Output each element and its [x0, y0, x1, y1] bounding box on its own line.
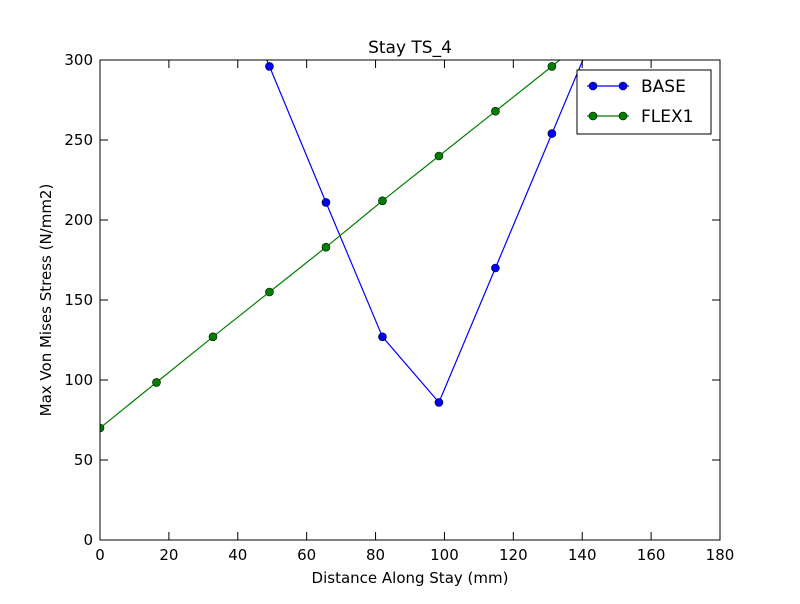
y-tick-label: 300	[64, 51, 93, 69]
x-tick-label: 60	[297, 546, 316, 564]
data-point-flex1	[208, 332, 218, 342]
data-point-base	[321, 198, 331, 207]
data-point-flex1	[321, 242, 331, 252]
data-point-flex1	[265, 287, 274, 297]
data-point-base	[434, 398, 444, 407]
data-point-base	[378, 332, 387, 342]
y-tick-label: 100	[64, 371, 93, 389]
data-point-flex1	[604, 16, 612, 24]
legend-box	[576, 69, 712, 135]
data-point-base	[265, 62, 274, 71]
series-line-base	[266, 60, 584, 404]
data-point-flex1	[547, 62, 557, 71]
data-point-base	[547, 129, 557, 138]
x-tick-label: 160	[637, 546, 666, 564]
data-point-base	[604, 0, 612, 3]
y-tick-label: 0	[83, 531, 93, 549]
x-tick-label: 180	[706, 546, 735, 564]
legend-label-flex1: FLEX1	[641, 107, 693, 127]
legend-marker-base	[618, 81, 628, 91]
legend-marker-flex1	[618, 111, 628, 121]
x-tick-label: 20	[159, 546, 178, 564]
y-tick-label: 250	[64, 131, 93, 149]
y-axis-label: Max Von Mises Stress (N/mm2)	[37, 184, 55, 417]
data-point-flex1	[152, 378, 161, 387]
x-tick-label: 120	[499, 546, 528, 564]
y-tick-label: 200	[64, 211, 93, 229]
plot-area	[100, 60, 720, 540]
x-tick-label: 40	[228, 546, 247, 564]
data-point-flex1	[434, 151, 444, 161]
data-point-flex1	[491, 106, 500, 116]
x-tick-label: 0	[95, 546, 105, 564]
legend: BASE FLEX1	[576, 69, 712, 135]
y-tick-label: 50	[74, 451, 93, 469]
x-tick-label: 80	[366, 546, 385, 564]
y-tick-label: 150	[64, 291, 93, 309]
legend-marker-flex1	[588, 111, 598, 121]
data-point-flex1	[100, 423, 105, 433]
legend-label-base: BASE	[641, 77, 686, 97]
x-tick-label: 140	[568, 546, 597, 564]
data-point-flex1	[378, 196, 387, 206]
series-line-flex1	[100, 60, 561, 429]
legend-marker-base	[588, 81, 598, 91]
x-tick-label: 100	[430, 546, 459, 564]
data-point-base	[491, 263, 500, 273]
x-axis-label: Distance Along Stay (mm)	[312, 569, 509, 587]
chart-title: Stay TS_4	[368, 38, 452, 58]
